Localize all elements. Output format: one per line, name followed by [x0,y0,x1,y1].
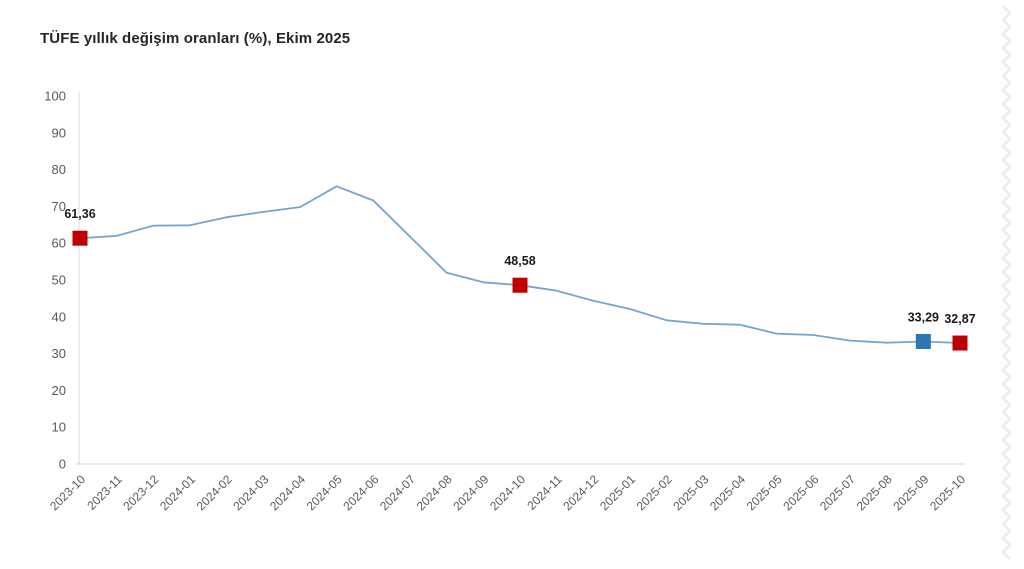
x-tick-label: 2025-04 [707,472,748,513]
x-tick-label: 2024-08 [414,472,455,513]
marker-red-square [72,230,88,246]
x-tick-label: 2024-07 [377,472,418,513]
y-tick-label: 90 [52,125,66,140]
y-tick-label: 10 [52,420,66,435]
marker-red-square [952,335,968,351]
x-tick-label: 2024-09 [450,472,491,513]
y-tick-label: 100 [44,89,66,104]
y-tick-label: 30 [52,346,66,361]
x-tick-label: 2024-11 [524,472,565,513]
x-tick-label: 2024-12 [560,472,601,513]
x-tick-label: 2023-12 [120,472,161,513]
x-tick-label: 2024-04 [267,472,308,513]
edge-watermark-pattern [1001,4,1012,561]
y-tick-label: 0 [59,457,66,472]
data-label: 32,87 [944,312,975,326]
y-tick-label: 80 [52,162,66,177]
y-tick-label: 60 [52,236,66,251]
x-tick-label: 2024-01 [157,472,198,513]
x-tick-label: 2025-09 [890,472,931,513]
x-tick-label: 2025-05 [744,472,785,513]
data-label: 61,36 [64,207,95,221]
x-tick-label: 2025-06 [780,472,821,513]
x-tick-label: 2023-11 [84,472,125,513]
data-label: 33,29 [908,310,939,324]
x-tick-label: 2024-02 [194,472,235,513]
y-tick-label: 40 [52,309,66,324]
x-tick-label: 2024-10 [487,472,528,513]
x-tick-label: 2024-06 [340,472,381,513]
x-tick-label: 2025-01 [597,472,638,513]
y-tick-label: 20 [52,383,66,398]
x-tick-label: 2025-02 [634,472,675,513]
x-tick-label: 2025-08 [854,472,895,513]
x-tick-label: 2024-05 [304,472,345,513]
chart-title: TÜFE yıllık değişim oranları (%), Ekim 2… [40,30,351,47]
x-tick-label: 2025-07 [817,472,858,513]
x-tick-label: 2025-10 [927,472,968,513]
y-tick-label: 70 [52,199,66,214]
y-tick-label: 50 [52,273,66,288]
x-tick-label: 2024-03 [230,472,271,513]
x-tick-label: 2023-10 [47,472,88,513]
data-label: 48,58 [504,254,535,268]
marker-red-square [512,277,528,293]
marker-blue-square [915,333,931,349]
x-tick-label: 2025-03 [670,472,711,513]
